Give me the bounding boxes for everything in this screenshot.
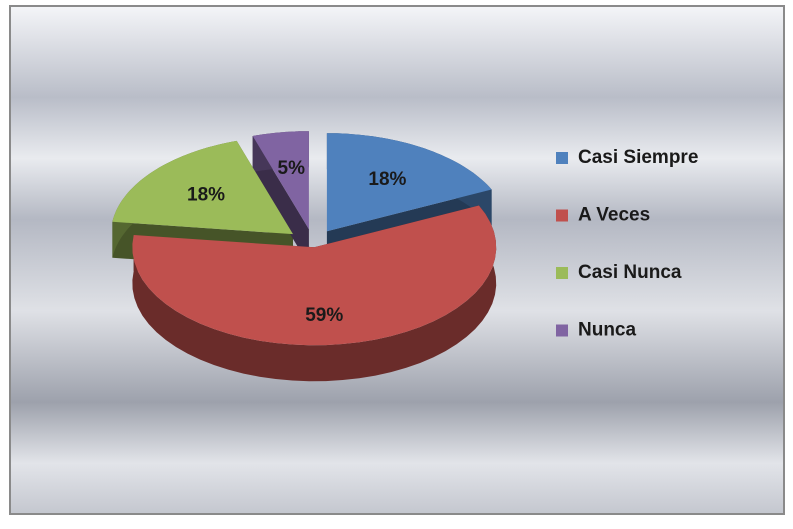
slice (326, 133, 492, 232)
legend-label: Casi Nunca (578, 262, 682, 283)
legend-label: Nunca (578, 320, 637, 341)
data-label: 18% (187, 184, 225, 205)
legend: Casi Siempre A Veces Casi Nunca Nunca (556, 147, 698, 341)
slice (112, 140, 294, 235)
data-label: 18% (368, 169, 406, 190)
legend-label: A Veces (578, 205, 650, 226)
data-label: 5% (278, 158, 306, 179)
data-label: 59% (305, 305, 343, 326)
pie: 18% 59% 18% 5% (112, 131, 497, 382)
slice (132, 205, 497, 346)
slice-side (132, 205, 497, 382)
legend-label: Casi Siempre (578, 147, 698, 168)
legend-swatch (556, 324, 568, 337)
legend-swatch (556, 209, 568, 222)
legend-swatch (556, 267, 568, 279)
slice (252, 131, 309, 230)
legend-swatch (556, 152, 568, 164)
